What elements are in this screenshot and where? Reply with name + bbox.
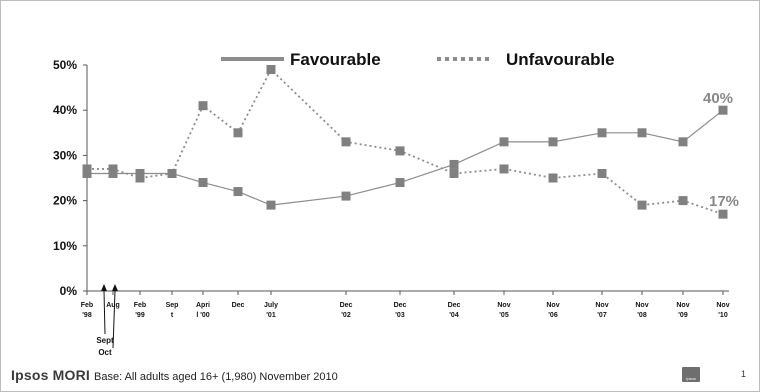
data-point-unfavourable xyxy=(718,209,728,219)
x-tick-label: Nov xyxy=(716,302,729,309)
data-point-favourable xyxy=(108,168,118,178)
ipsos-logo-icon: Ipsos xyxy=(682,367,700,382)
x-tick-label-line2: '10 xyxy=(718,312,728,319)
data-point-favourable xyxy=(82,168,92,178)
x-tick-label-line2: '02 xyxy=(341,312,351,319)
data-point-favourable xyxy=(395,178,405,188)
data-point-unfavourable xyxy=(548,173,558,183)
x-tick-label-line2: '99 xyxy=(135,312,145,319)
data-point-unfavourable xyxy=(233,128,243,138)
data-point-unfavourable xyxy=(135,173,145,183)
data-point-favourable xyxy=(597,128,607,138)
x-tick-label: Sep xyxy=(166,302,179,309)
sept-pointer-line xyxy=(103,290,106,335)
page-number: 1 xyxy=(741,369,747,379)
x-tick-label-line2: t xyxy=(171,312,174,319)
data-point-favourable xyxy=(678,137,688,147)
x-tick-label: Nov xyxy=(635,302,648,309)
data-point-unfavourable xyxy=(167,168,177,178)
data-point-unfavourable xyxy=(449,168,459,178)
x-tick-label: Apri xyxy=(196,302,210,309)
y-tick-label: 30% xyxy=(53,148,77,162)
data-point-unfavourable xyxy=(266,65,276,75)
data-point-favourable xyxy=(233,187,243,197)
legend-favourable-label: Favourable xyxy=(290,50,381,69)
data-point-unfavourable xyxy=(678,196,688,206)
footer: Ipsos MORI Base: All adults aged 16+ (1,… xyxy=(11,367,338,383)
series-line-favourable xyxy=(87,109,724,206)
x-tick-label-line2: '09 xyxy=(678,312,688,319)
legend-unfavourable-label: Unfavourable xyxy=(506,50,615,69)
x-tick-label: Dec xyxy=(232,302,245,309)
x-tick-label-line2: '08 xyxy=(637,312,647,319)
sept-pointer-arrowhead xyxy=(101,284,107,291)
end-label-favourable: 40% xyxy=(703,90,733,107)
y-tick-label: 40% xyxy=(53,103,77,117)
x-tick-label-line2: '03 xyxy=(395,312,405,319)
y-tick-label: 20% xyxy=(53,194,77,208)
data-point-unfavourable xyxy=(597,168,607,178)
x-tick-label: Nov xyxy=(546,302,559,309)
x-tick-label-line2: '05 xyxy=(499,312,509,319)
data-point-unfavourable xyxy=(198,101,208,111)
x-tick-label: Nov xyxy=(497,302,510,309)
x-tick-label: Nov xyxy=(676,302,689,309)
data-point-unfavourable xyxy=(637,200,647,210)
x-tick-label: Feb xyxy=(134,302,146,309)
x-tick-label-line2: '07 xyxy=(597,312,607,319)
x-tick-label: Dec xyxy=(394,302,407,309)
data-point-favourable xyxy=(637,128,647,138)
data-point-favourable xyxy=(135,168,145,178)
x-tick-label: Dec xyxy=(448,302,461,309)
x-tick-label-line2: '98 xyxy=(82,312,92,319)
data-point-favourable xyxy=(449,159,459,169)
y-tick-label: 0% xyxy=(60,284,78,298)
data-point-unfavourable xyxy=(108,164,118,174)
annotation-oct: Oct xyxy=(98,348,112,357)
data-point-favourable xyxy=(548,137,558,147)
data-point-unfavourable xyxy=(82,164,92,174)
data-point-unfavourable xyxy=(395,146,405,156)
ipsos-logo-text: Ipsos xyxy=(686,376,696,381)
data-point-favourable xyxy=(341,191,351,201)
x-tick-label-line2: '01 xyxy=(266,312,276,319)
oct-pointer-line xyxy=(112,290,116,349)
x-tick-label: Aug xyxy=(106,302,120,309)
y-tick-label: 10% xyxy=(53,239,77,253)
x-tick-label: July xyxy=(264,302,278,309)
x-tick-label: Dec xyxy=(340,302,353,309)
data-point-unfavourable xyxy=(341,137,351,147)
base-note: Base: All adults aged 16+ (1,980) Novemb… xyxy=(94,371,338,383)
end-label-unfavourable: 17% xyxy=(709,193,739,210)
oct-pointer-arrowhead xyxy=(112,284,118,291)
data-point-favourable xyxy=(266,200,276,210)
data-point-unfavourable xyxy=(499,164,509,174)
series-line-unfavourable xyxy=(87,68,724,216)
data-point-favourable xyxy=(499,137,509,147)
data-point-favourable xyxy=(198,178,208,188)
x-tick-label: Nov xyxy=(595,302,608,309)
y-tick-label: 50% xyxy=(53,58,77,72)
annotation-sept: Sept xyxy=(96,336,114,345)
x-tick-label-line2: '04 xyxy=(449,312,459,319)
x-tick-label-line2: l '00 xyxy=(196,312,209,319)
x-tick-label: Feb xyxy=(81,302,93,309)
x-tick-label-line2: '06 xyxy=(548,312,558,319)
ipsos-mori-brand: Ipsos MORI xyxy=(11,367,91,383)
data-point-favourable xyxy=(718,105,728,115)
